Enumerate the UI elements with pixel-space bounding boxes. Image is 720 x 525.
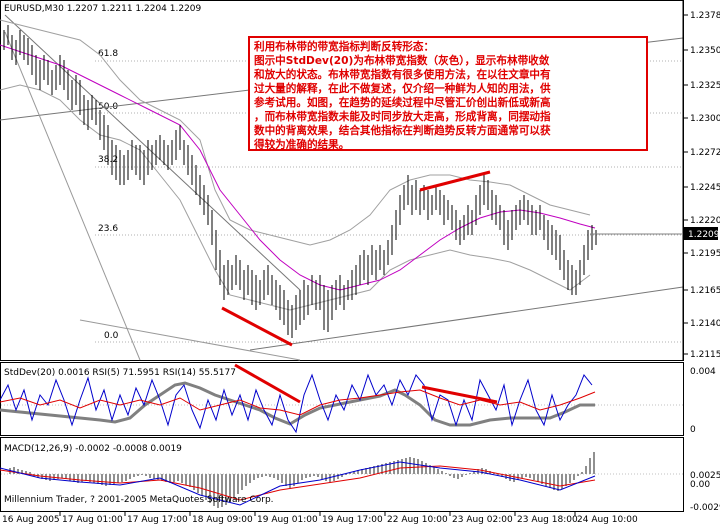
indicator-divergence-high <box>421 385 498 404</box>
fan-line[interactable] <box>79 319 301 361</box>
macd-header: MACD(12,26,9) -0.0002 -0.0008 0.0019 <box>4 444 182 454</box>
time-label: 23 Aug 02:00 <box>452 515 513 525</box>
annotation-line: 得较为准确的结果。 <box>254 139 350 151</box>
main-header: EURUSD,M30 1.2207 1.2211 1.2204 1.2209 <box>4 4 202 14</box>
current-price-label: 1.2209 <box>688 230 720 240</box>
price-tick: 1.2272 <box>690 148 720 158</box>
current-price-badge <box>684 227 718 240</box>
price-tick: 1.2350 <box>690 46 720 56</box>
stddev-line <box>0 381 595 427</box>
annotation-line: 参考试用。如图，在趋势的延续过程中尽管汇价创出新低或新高 <box>254 97 551 109</box>
annotation-line: ，而布林带宽指数未能及时同步放大走高，形成背离，同摆动指 <box>254 111 551 123</box>
moving-average-line <box>0 44 596 291</box>
price-tick: 1.2300 <box>690 114 720 124</box>
indicator-tick: 0.004 <box>690 367 716 377</box>
rsi5-line <box>0 373 593 434</box>
price-tick: 1.2220 <box>690 216 720 226</box>
time-axis: 16 Aug 2005 17 Aug 01:00 17 Aug 17:00 18… <box>2 512 638 525</box>
price-tick: 1.2195 <box>690 249 720 259</box>
annotation-box: 利用布林带的带宽指标判断反转形态： 图示中StdDev(20)为布林带宽指数（灰… <box>248 36 648 151</box>
price-tick: 1.2378 <box>690 11 720 21</box>
time-label: 24 Aug 10:00 <box>577 515 638 525</box>
indicator-tick: 0 <box>690 425 696 435</box>
price-tick: 1.2325 <box>690 81 720 91</box>
time-label: 17 Aug 01:00 <box>62 515 123 525</box>
macd-tick: 0.0025 <box>690 471 720 481</box>
rsi14-line <box>0 389 596 416</box>
lower-channel-line[interactable] <box>249 286 684 351</box>
macd-signal-line <box>0 465 596 501</box>
macd-tick: 0.00 <box>690 480 710 490</box>
fib-label: 0.0 <box>104 331 119 341</box>
time-label: 16 Aug 2005 <box>2 515 60 525</box>
annotation-line: 利用布林带的带宽指标判断反转形态： <box>254 41 435 53</box>
fib-label: 23.6 <box>98 224 118 234</box>
time-label: 19 Aug 17:00 <box>322 515 383 525</box>
annotation-line: 和放大的状态。布林带宽指数有很多使用方法，在以往文章中有 <box>254 69 551 81</box>
time-label: 22 Aug 10:00 <box>387 515 448 525</box>
time-label: 19 Aug 01:00 <box>257 515 318 525</box>
price-tick: 1.2140 <box>690 319 720 329</box>
price-axis: 1.2378 1.2350 1.2325 1.2300 1.2272 1.224… <box>682 0 720 361</box>
price-tick: 1.2165 <box>690 286 720 296</box>
price-tick: 1.2245 <box>690 183 720 193</box>
price-bars <box>3 25 597 338</box>
copyright-text: Millennium Trader, ? 2001-2005 MetaQuote… <box>4 495 274 505</box>
time-label: 18 Aug 09:00 <box>192 515 253 525</box>
fib-label: 61.8 <box>98 49 118 59</box>
price-tick: 1.2115 <box>690 350 720 360</box>
annotation-line: 过大量的解释，在此不做复述，仅介绍一种鲜为人知的用法，供 <box>254 83 551 95</box>
time-label: 17 Aug 17:00 <box>127 515 188 525</box>
macd-line <box>0 461 596 506</box>
annotation-line: 数中的背离效果，结合其他指标在判断趋势反转方面通常可以获 <box>254 125 551 137</box>
indicator-divergence-low <box>234 363 301 404</box>
macd-tick: -0.0029 <box>690 503 720 513</box>
indicator-header: StdDev(20) 0.0016 RSI(5) 71.5951 RSI(14)… <box>4 368 236 378</box>
divergence-line-low <box>221 306 293 347</box>
divergence-line-high <box>419 170 491 192</box>
annotation-line: 图示中StdDev(20)为布林带宽指数（灰色），显示布林带收敛 <box>254 55 550 67</box>
time-label: 23 Aug 18:00 <box>517 515 578 525</box>
